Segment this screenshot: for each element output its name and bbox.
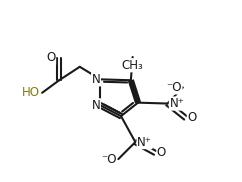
Text: N⁺: N⁺ <box>137 136 152 149</box>
Text: O: O <box>46 51 56 64</box>
Text: N: N <box>92 73 100 86</box>
Text: N⁺: N⁺ <box>169 97 184 110</box>
Text: CH₃: CH₃ <box>122 59 144 72</box>
Text: O: O <box>157 146 166 159</box>
Text: HO: HO <box>22 86 40 99</box>
Text: ⁻O: ⁻O <box>101 153 116 166</box>
Text: N: N <box>92 99 100 112</box>
Text: O: O <box>187 111 197 124</box>
Text: ⁻O: ⁻O <box>166 81 182 94</box>
